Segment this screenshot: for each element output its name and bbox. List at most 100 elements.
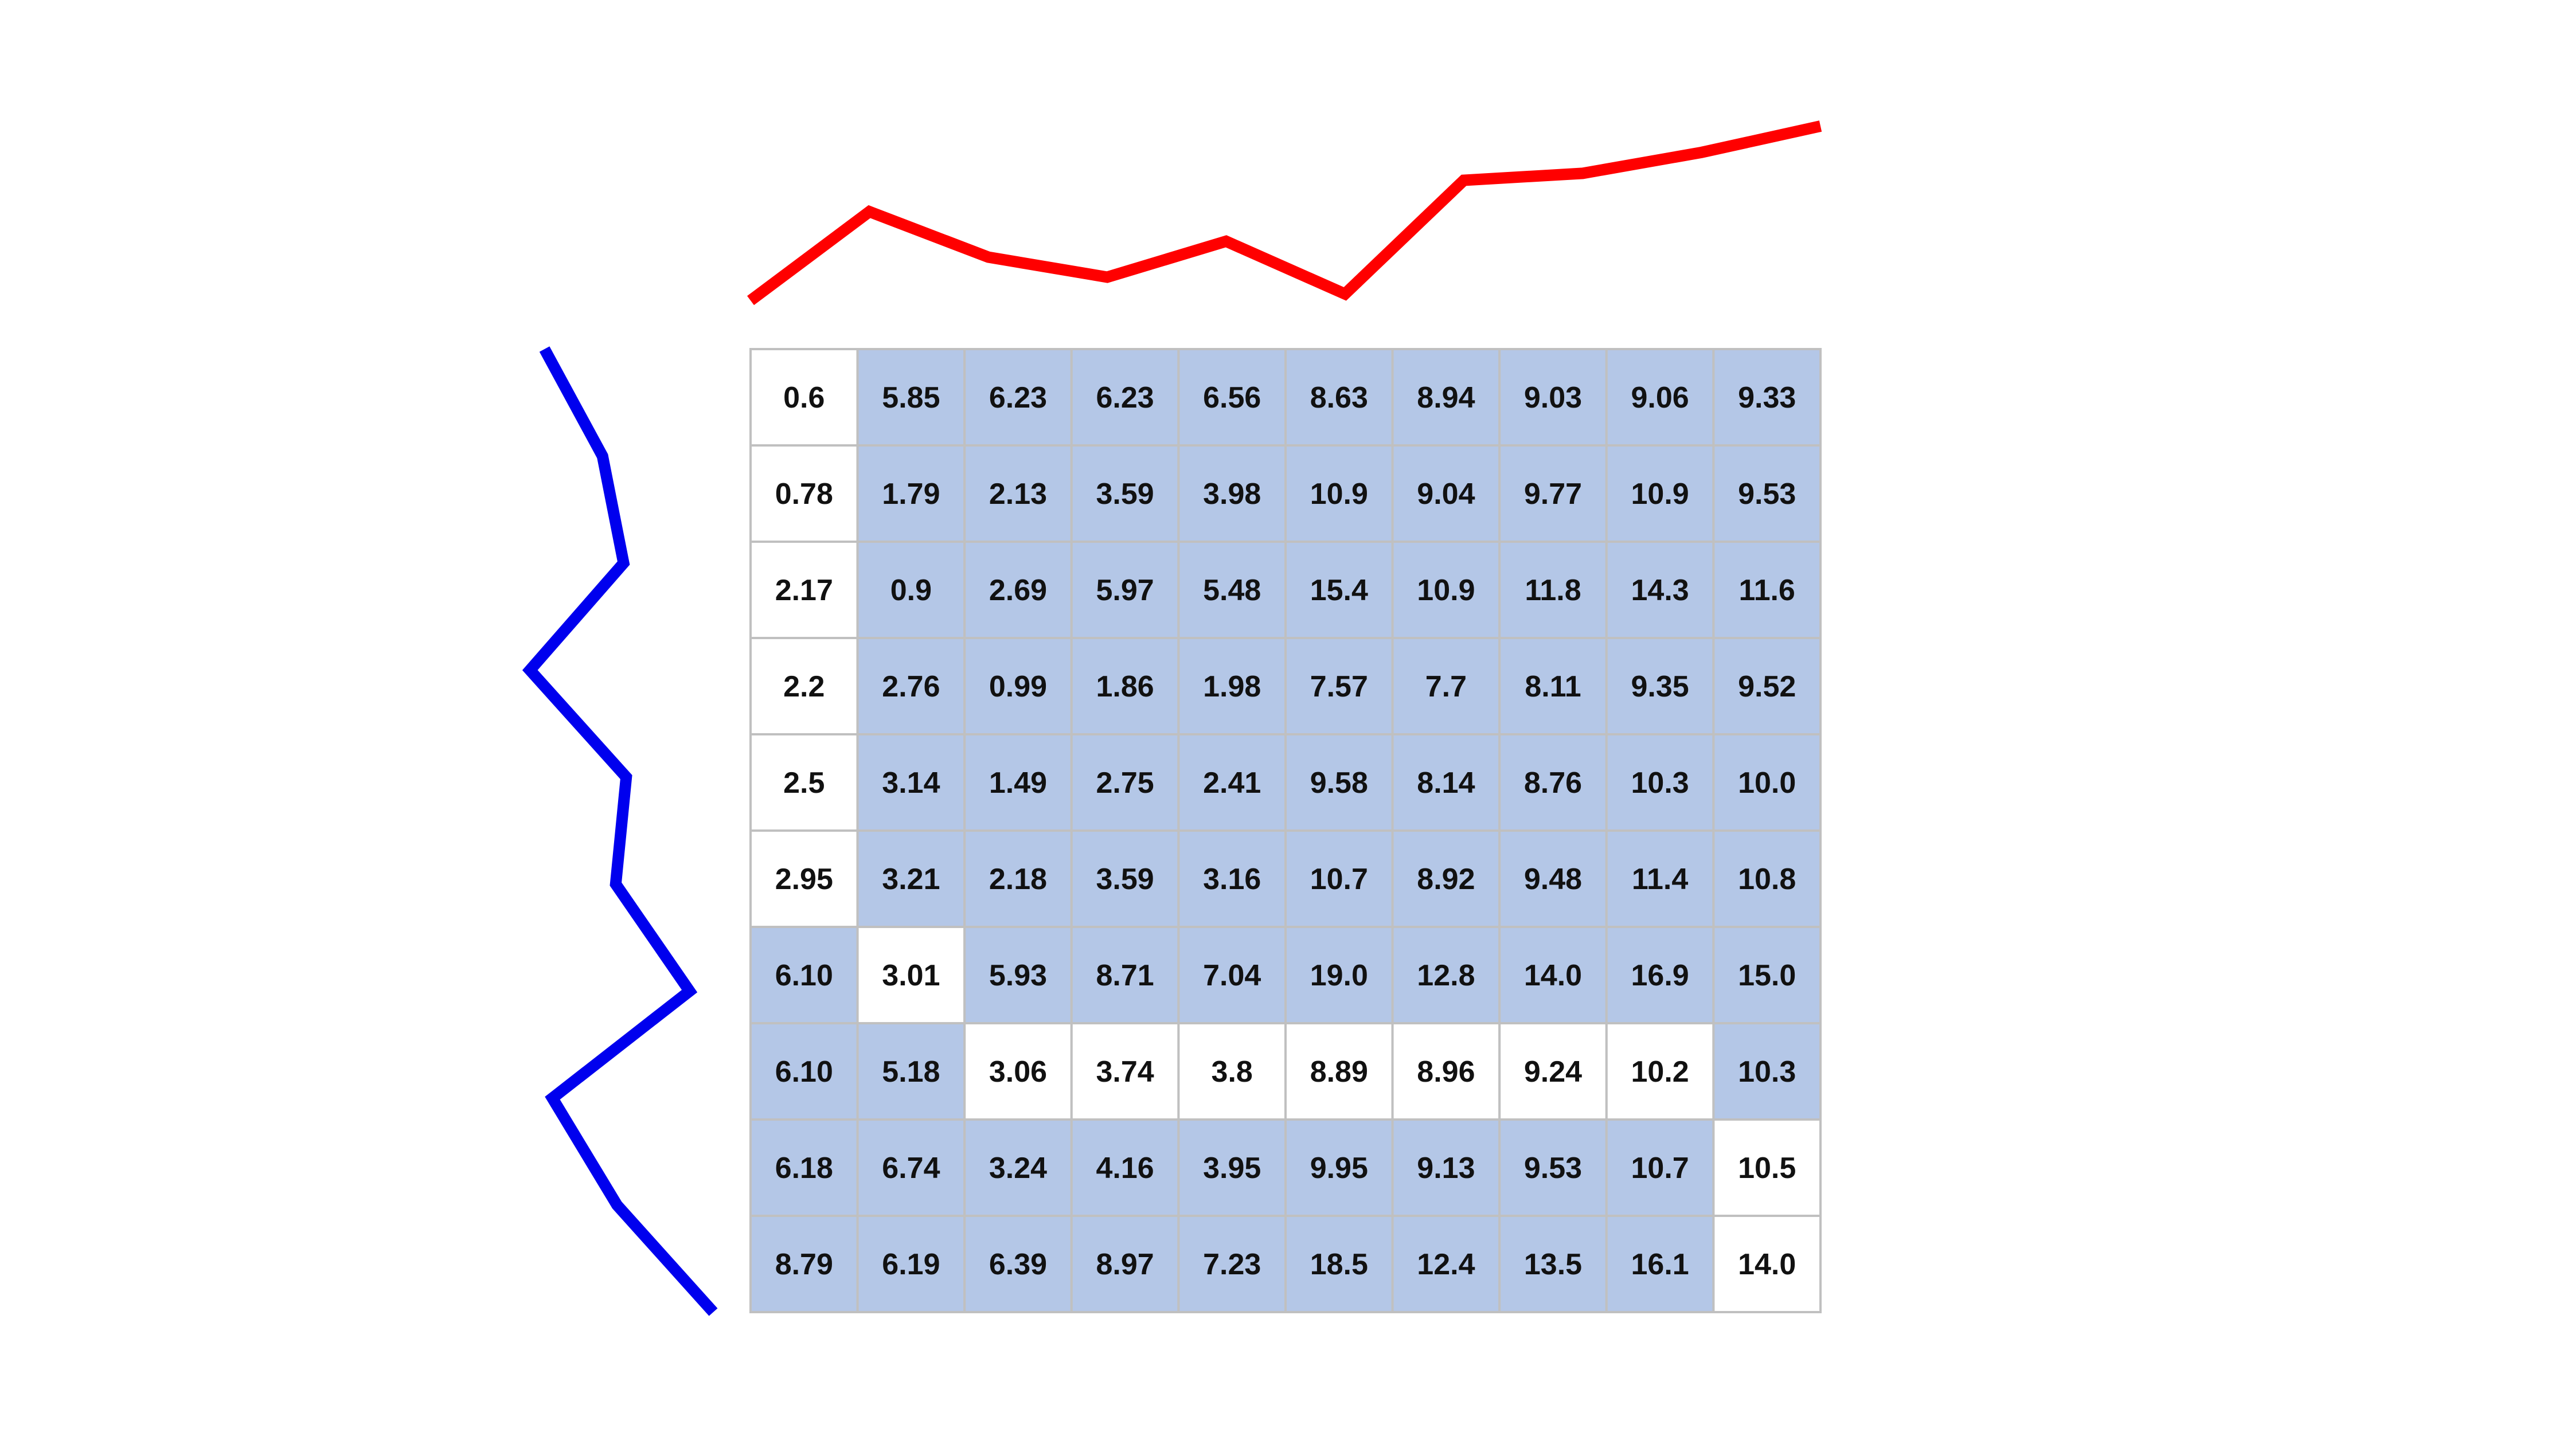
grid-cell: 16.1 xyxy=(1605,1215,1715,1313)
grid-cell: 3.59 xyxy=(1070,444,1180,543)
cell-value: 2.76 xyxy=(882,670,940,703)
cell-value: 9.95 xyxy=(1310,1152,1368,1185)
cell-background xyxy=(856,1118,966,1217)
grid-cell: 2.69 xyxy=(963,541,1073,639)
cell-background xyxy=(1498,1118,1608,1217)
grid-cell: 3.98 xyxy=(1177,444,1287,543)
cell-value: 7.23 xyxy=(1203,1248,1261,1281)
cell-value: 3.74 xyxy=(1096,1055,1154,1089)
cell-background xyxy=(963,1118,1073,1217)
cell-value: 5.48 xyxy=(1203,574,1261,607)
cell-background xyxy=(963,829,1073,928)
cell-value: 8.79 xyxy=(775,1248,833,1281)
cell-value: 13.5 xyxy=(1524,1248,1582,1281)
grid-cell: 0.78 xyxy=(749,444,859,543)
grid-cell: 10.9 xyxy=(1605,444,1715,543)
cell-background xyxy=(1605,733,1715,832)
grid-cell: 12.8 xyxy=(1391,926,1501,1024)
grid-cell: 13.5 xyxy=(1498,1215,1608,1313)
path-cell-background xyxy=(1391,1022,1501,1121)
cell-background xyxy=(1070,1118,1180,1217)
grid-cell: 2.75 xyxy=(1070,733,1180,832)
cell-value: 1.49 xyxy=(989,766,1047,800)
path-cell-background xyxy=(749,541,859,639)
cell-value: 9.48 xyxy=(1524,863,1582,896)
cell-value: 18.5 xyxy=(1310,1248,1368,1281)
cell-background xyxy=(1712,637,1822,735)
grid-cell: 6.10 xyxy=(749,926,859,1024)
cell-background xyxy=(1284,348,1394,447)
grid-cell: 10.0 xyxy=(1712,733,1822,832)
cell-background xyxy=(1284,444,1394,543)
cell-value: 10.9 xyxy=(1631,477,1689,511)
grid-cell: 10.7 xyxy=(1284,829,1394,928)
cell-value: 8.96 xyxy=(1417,1055,1475,1089)
path-cell-background xyxy=(1177,1022,1287,1121)
grid-cell: 3.24 xyxy=(963,1118,1073,1217)
grid-cell: 8.71 xyxy=(1070,926,1180,1024)
grid-cell: 9.33 xyxy=(1712,348,1822,447)
grid-cell: 5.97 xyxy=(1070,541,1180,639)
cell-value: 8.14 xyxy=(1417,766,1475,800)
cell-background xyxy=(1605,926,1715,1024)
cell-value: 14.0 xyxy=(1524,959,1582,992)
cell-value: 6.23 xyxy=(989,381,1047,414)
cell-value: 3.24 xyxy=(989,1152,1047,1185)
grid-cell: 16.9 xyxy=(1605,926,1715,1024)
cell-value: 3.98 xyxy=(1203,477,1261,511)
cell-value: 2.95 xyxy=(775,863,833,896)
cell-background xyxy=(1391,733,1501,832)
grid-cell: 6.39 xyxy=(963,1215,1073,1313)
cell-value: 2.17 xyxy=(775,574,833,607)
cell-value: 9.35 xyxy=(1631,670,1689,703)
cell-value: 2.75 xyxy=(1096,766,1154,800)
cell-background xyxy=(1391,926,1501,1024)
grid-cell: 8.89 xyxy=(1284,1022,1394,1121)
grid-cell: 1.49 xyxy=(963,733,1073,832)
grid-cell: 6.74 xyxy=(856,1118,966,1217)
grid-cell: 11.8 xyxy=(1498,541,1608,639)
cell-value: 3.95 xyxy=(1203,1152,1261,1185)
grid-cell: 2.13 xyxy=(963,444,1073,543)
cell-background xyxy=(1070,926,1180,1024)
cell-value: 2.2 xyxy=(783,670,825,703)
grid-cell: 10.8 xyxy=(1712,829,1822,928)
cell-value: 10.7 xyxy=(1310,863,1368,896)
grid-cell: 3.14 xyxy=(856,733,966,832)
grid-cell: 7.23 xyxy=(1177,1215,1287,1313)
grid-cell: 7.57 xyxy=(1284,637,1394,735)
grid-cell: 3.06 xyxy=(963,1022,1073,1121)
grid-cell: 6.10 xyxy=(749,1022,859,1121)
cell-value: 7.7 xyxy=(1425,670,1467,703)
cell-value: 6.39 xyxy=(989,1248,1047,1281)
grid-cell: 12.4 xyxy=(1391,1215,1501,1313)
path-cell-background xyxy=(1070,1022,1180,1121)
cell-value: 6.19 xyxy=(882,1248,940,1281)
grid-cell: 5.93 xyxy=(963,926,1073,1024)
cell-background xyxy=(1070,1215,1180,1313)
cell-background xyxy=(1605,637,1715,735)
cell-value: 19.0 xyxy=(1310,959,1368,992)
grid-cell: 9.13 xyxy=(1391,1118,1501,1217)
grid-cell: 5.48 xyxy=(1177,541,1287,639)
grid-cell: 11.4 xyxy=(1605,829,1715,928)
cell-value: 6.10 xyxy=(775,1055,833,1089)
cell-background xyxy=(1712,348,1822,447)
cell-background xyxy=(963,541,1073,639)
cell-background xyxy=(1712,1022,1822,1121)
grid-cell: 9.03 xyxy=(1498,348,1608,447)
grid-cell: 9.04 xyxy=(1391,444,1501,543)
cell-value: 1.79 xyxy=(882,477,940,511)
cell-value: 0.99 xyxy=(989,670,1047,703)
cell-value: 10.8 xyxy=(1738,863,1796,896)
grid-cell: 8.96 xyxy=(1391,1022,1501,1121)
cell-value: 7.04 xyxy=(1203,959,1261,992)
grid-cell: 15.4 xyxy=(1284,541,1394,639)
cell-background xyxy=(1605,444,1715,543)
cell-background xyxy=(1177,829,1287,928)
cell-background xyxy=(1605,541,1715,639)
cell-background xyxy=(963,733,1073,832)
cell-background xyxy=(749,926,859,1024)
cell-value: 15.4 xyxy=(1310,574,1368,607)
